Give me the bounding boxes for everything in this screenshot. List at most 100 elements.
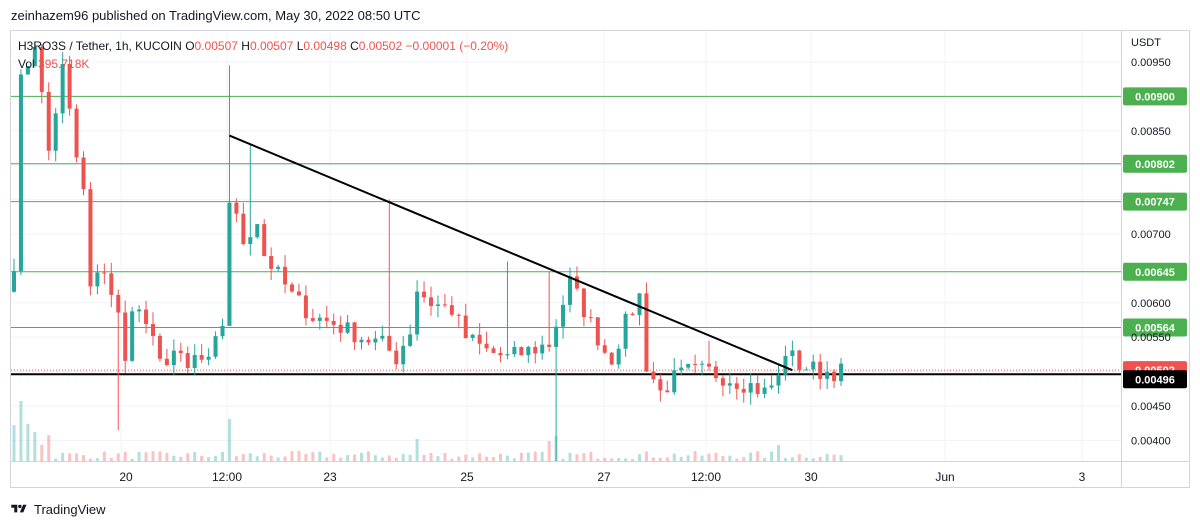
volume-bar — [102, 451, 106, 461]
volume-bar — [679, 457, 683, 461]
volume-bar — [339, 457, 343, 461]
candle-body — [561, 304, 566, 327]
candle-body — [157, 335, 162, 359]
volume-bar — [811, 458, 815, 461]
volume-bar — [568, 452, 572, 461]
volume-bar — [714, 452, 718, 461]
candle-body — [526, 346, 531, 356]
candle-body — [373, 338, 378, 343]
level-price-label: 0.00564 — [1135, 323, 1176, 335]
volume-bar — [151, 451, 155, 461]
candle-body — [741, 388, 746, 393]
time-tick-label: Jun — [935, 470, 954, 484]
candle-body — [296, 291, 301, 296]
volume-bar — [290, 451, 294, 461]
currency-label: USDT — [1131, 37, 1161, 49]
candle-body — [470, 334, 475, 338]
level-price-badge — [1123, 262, 1187, 281]
candle-body — [220, 325, 225, 337]
volume-bar — [672, 453, 676, 461]
candle-body — [192, 355, 197, 368]
volume-bar — [158, 451, 162, 461]
volume-bar — [797, 454, 801, 461]
candle-body — [39, 46, 44, 92]
candle-body — [123, 312, 128, 361]
candle-body — [547, 344, 552, 347]
candle-body — [818, 361, 823, 379]
candle-body — [679, 367, 684, 371]
chart-frame[interactable] — [10, 30, 1122, 462]
time-tick-label: 30 — [804, 470, 818, 484]
volume-bar — [742, 457, 746, 461]
volume-label: Vol — [18, 57, 35, 71]
volume-bar — [193, 451, 197, 461]
candle-body — [415, 291, 420, 335]
candle-body — [804, 369, 809, 371]
volume-bar — [783, 458, 787, 461]
volume-bar — [638, 454, 641, 461]
level-price-label: 0.00747 — [1135, 197, 1175, 209]
volume-bar — [262, 453, 266, 461]
volume-bar — [728, 455, 732, 461]
candle-body — [477, 334, 482, 344]
volume-bar — [33, 431, 37, 461]
candle-body — [18, 74, 23, 272]
volume-bar — [68, 453, 72, 461]
volume-bar — [318, 451, 322, 461]
volume-bar — [804, 457, 808, 461]
volume-bar — [227, 419, 231, 461]
volume-bar — [464, 454, 468, 461]
volume-bar — [276, 457, 280, 461]
candle-body — [825, 371, 830, 379]
candle-body — [713, 366, 718, 379]
level-price-badge — [1123, 87, 1187, 106]
volume-bar — [165, 452, 169, 461]
candle-body — [568, 276, 572, 305]
candle-body — [102, 272, 107, 274]
volume-bar — [123, 451, 127, 461]
volume-bar — [533, 451, 537, 461]
candle-body — [338, 324, 343, 333]
candle-body — [276, 266, 281, 269]
candle-body — [46, 91, 51, 151]
publish-info: zeinhazem96 published on TradingView.com… — [11, 8, 421, 23]
time-tick-label: 20 — [119, 470, 133, 484]
volume-bar — [234, 456, 238, 461]
time-axis[interactable] — [10, 462, 1122, 488]
volume-bar — [200, 455, 204, 461]
volume-bar — [450, 458, 454, 461]
candle-body — [130, 311, 135, 361]
volume-bar — [186, 453, 190, 461]
candle-body — [734, 383, 739, 389]
footer-brand[interactable]: TradingView — [10, 499, 106, 519]
candle-body — [81, 157, 86, 190]
candle-body — [602, 345, 607, 353]
candle-body — [581, 288, 586, 318]
candle-body — [512, 347, 517, 355]
volume-bar — [457, 456, 461, 461]
open-value: 0.00507 — [194, 39, 238, 53]
volume-bars — [12, 401, 843, 461]
price-axis[interactable] — [1122, 30, 1190, 462]
volume-bar — [443, 452, 447, 461]
volume-bar — [818, 456, 822, 461]
volume-bar — [617, 458, 621, 461]
candle-body — [637, 293, 642, 316]
candle-body — [283, 266, 288, 285]
candle-body — [720, 378, 725, 386]
volume-bar — [19, 401, 23, 461]
volume-bar — [651, 457, 655, 461]
candle-body — [171, 350, 176, 366]
volume-bar — [255, 456, 259, 461]
candle-body — [554, 326, 559, 347]
candle-body — [109, 273, 114, 295]
candle-body — [151, 324, 155, 336]
change-value: −0.00001 (−0.20%) — [405, 39, 509, 53]
candle-body — [672, 370, 677, 393]
volume-bar — [297, 451, 301, 461]
candle-body — [748, 383, 753, 393]
candle-body — [797, 350, 802, 370]
level-price-badge — [1123, 192, 1187, 211]
time-tick-label: 27 — [597, 470, 611, 484]
